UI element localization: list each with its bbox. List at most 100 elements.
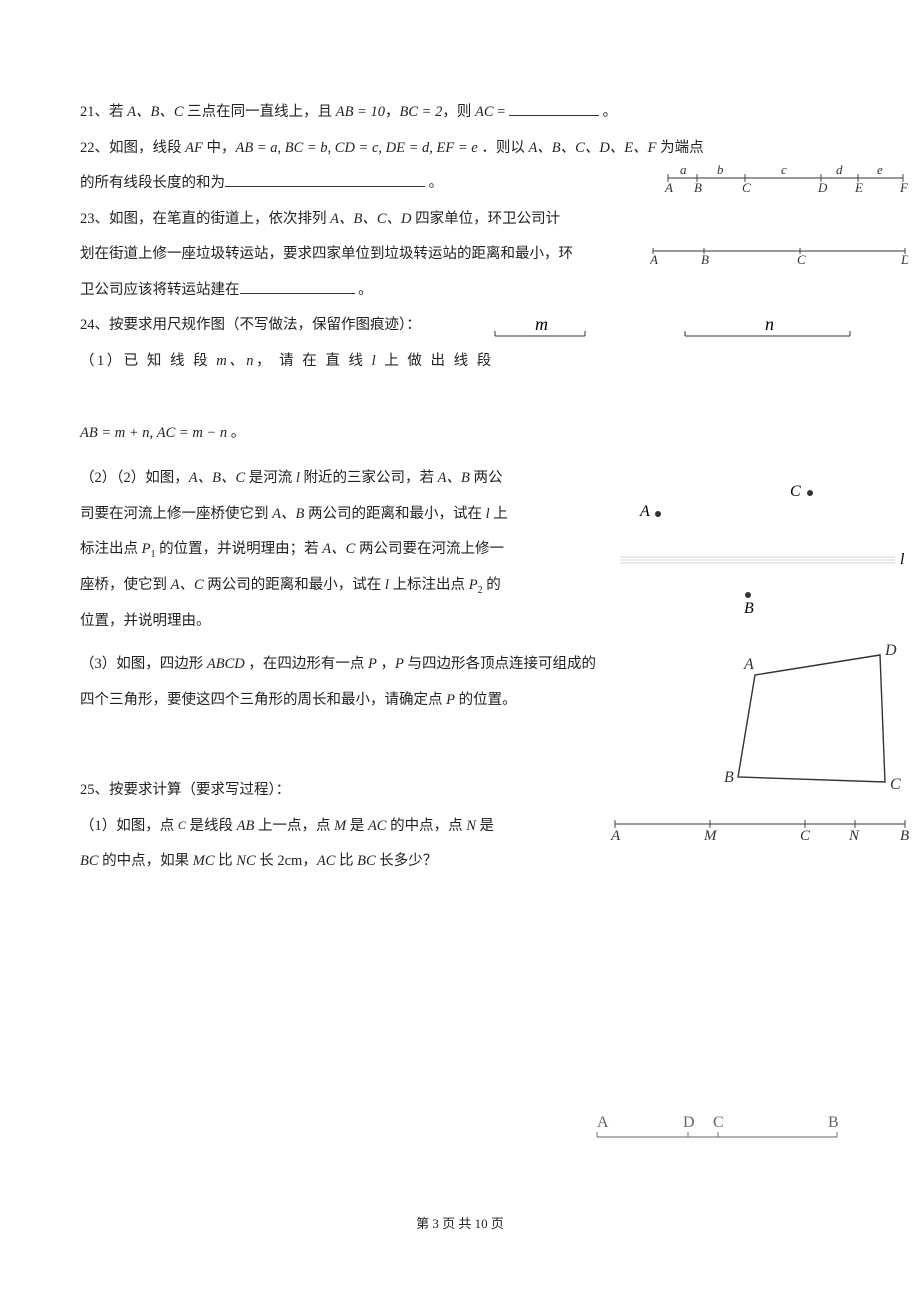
question-22: 22、如图，线段 AF 中，AB = a, BC = b, CD = c, DE… — [80, 131, 840, 202]
svg-text:l: l — [900, 551, 905, 568]
text: 。 — [599, 104, 617, 120]
text: 。 — [355, 282, 373, 298]
variable: A、C — [322, 541, 355, 557]
question-25-1: （1）如图，点 C 是线段 AB 上一点，点 M 是 AC 的中点，点 N 是 … — [80, 809, 840, 880]
text: 24、按要求用尺规作图（不写做法，保留作图痕迹）： — [80, 317, 421, 333]
text: 的位置，并说明理由；若 — [156, 541, 323, 557]
figure-24-3: A B C D — [720, 637, 910, 812]
text: 两公司的距离和最小，试在 — [304, 506, 485, 522]
equation: AB = 10 — [336, 104, 385, 120]
svg-text:a: a — [680, 164, 687, 177]
fill-blank — [509, 101, 599, 117]
figure-23: A B C D — [650, 244, 908, 280]
svg-text:D: D — [817, 180, 828, 194]
text: 比 — [335, 853, 357, 869]
svg-text:n: n — [765, 318, 774, 334]
text: 司要在河流上修一座桥使它到 — [80, 506, 272, 522]
equation: BC = 2 — [400, 104, 443, 120]
variable: P — [395, 656, 404, 672]
text: （2）（2）如图， — [80, 470, 189, 486]
svg-text:A: A — [743, 656, 754, 673]
svg-text:e: e — [877, 164, 883, 177]
text: 座桥，使它到 — [80, 577, 171, 593]
variable: N — [466, 818, 476, 834]
figure-25-1: A M C N B — [610, 817, 910, 857]
fill-blank — [240, 278, 355, 294]
text: （3）如图，四边形 — [80, 656, 207, 672]
text: 长 2cm， — [256, 853, 317, 869]
equation: AC = m − n — [157, 425, 227, 441]
svg-text:F: F — [899, 180, 908, 194]
svg-text:N: N — [848, 828, 860, 842]
text: 是线段 — [186, 818, 237, 834]
text: （1）如图，点 — [80, 818, 178, 834]
text: 上 做 出 线 段 — [378, 353, 494, 369]
text: 的 — [483, 577, 501, 593]
text: 标注出点 — [80, 541, 142, 557]
equation: AB = m + n — [80, 425, 150, 441]
variable: A、B — [272, 506, 304, 522]
variable: A、C — [171, 577, 204, 593]
svg-text:E: E — [854, 180, 863, 194]
text: 两公司要在河流上修一 — [355, 541, 504, 557]
svg-text:B: B — [828, 1115, 839, 1131]
variable: A、B、C — [127, 104, 183, 120]
svg-text:B: B — [724, 769, 734, 786]
text: , — [150, 425, 154, 441]
question-24-2: （2）（2）如图，A、B、C 是河流 l 附近的三家公司，若 A、B 两公 司要… — [80, 461, 840, 639]
text: 四家单位，环卫公司计 — [411, 211, 560, 227]
text: 附近的三家公司，若 — [300, 470, 438, 486]
svg-text:B: B — [744, 600, 754, 617]
svg-text:B: B — [694, 180, 702, 194]
svg-text:C: C — [713, 1115, 724, 1131]
text: 两公 — [470, 470, 503, 486]
text: ，在四边形有一点 — [245, 656, 368, 672]
text: 四个三角形，要使这四个三角形的周长和最小，请确定点 — [80, 692, 446, 708]
text: 23、如图，在笔直的街道上，依次排列 — [80, 211, 330, 227]
text: 三点在同一直线上，且 — [184, 104, 336, 120]
variable: m、n — [216, 353, 256, 369]
variable: C — [178, 818, 186, 832]
svg-text:C: C — [797, 252, 806, 265]
svg-text:c: c — [781, 164, 787, 177]
svg-text:B: B — [900, 828, 909, 842]
svg-text:d: d — [836, 164, 843, 177]
text: 是 — [346, 818, 368, 834]
variable: P — [446, 692, 455, 708]
text: 为端点 — [657, 140, 704, 156]
variable: A、B、C、D — [330, 211, 411, 227]
text: 22、如图，线段 — [80, 140, 185, 156]
text: 位置，并说明理由。 — [80, 613, 211, 629]
text: （1）已 知 线 段 — [80, 353, 216, 369]
text: ， — [377, 656, 395, 672]
figure-25-2: A D C B — [595, 1115, 840, 1150]
variable: AC — [317, 853, 336, 869]
svg-text:A: A — [639, 503, 650, 520]
svg-text:m: m — [535, 318, 548, 334]
svg-text:D: D — [884, 642, 897, 659]
variable: P — [469, 577, 478, 593]
svg-text:C: C — [890, 776, 901, 793]
svg-text:b: b — [717, 164, 724, 177]
variable: AF — [185, 140, 203, 156]
text: 与四边形各顶点连接可组成的 — [404, 656, 596, 672]
variable: BC — [80, 853, 99, 869]
svg-text:A: A — [664, 180, 673, 194]
svg-text:A: A — [597, 1115, 609, 1131]
svg-text:D: D — [900, 252, 908, 265]
svg-text:C: C — [800, 828, 811, 842]
text: ．则以 — [478, 140, 529, 156]
variable: BC — [357, 853, 376, 869]
fill-blank — [225, 172, 425, 188]
svg-text:C: C — [742, 180, 751, 194]
svg-text:A: A — [650, 252, 658, 265]
text: 。 — [227, 425, 245, 441]
text: ，则 — [442, 104, 475, 120]
variable: A、B — [438, 470, 470, 486]
text: 是河流 — [245, 470, 296, 486]
figure-24-1: m n — [480, 318, 880, 358]
question-24-3: （3）如图，四边形 ABCD ，在四边形有一点 P ，P 与四边形各顶点连接可组… — [80, 647, 840, 718]
text: 的中点，点 — [386, 818, 466, 834]
text: 的位置。 — [455, 692, 517, 708]
variable: A、B、C、D、E、F — [528, 140, 656, 156]
